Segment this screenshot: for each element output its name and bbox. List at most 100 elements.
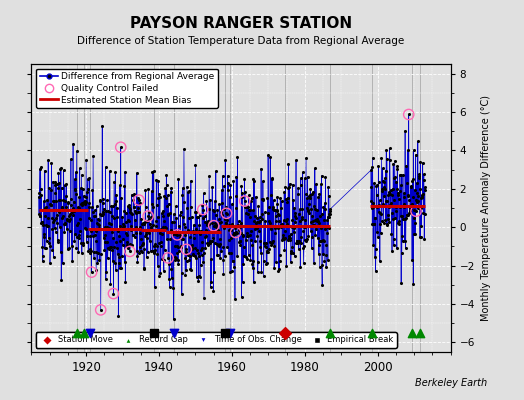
- Point: [319, 250, 328, 257]
- Point: [421, 184, 429, 190]
- Point: [279, 217, 288, 224]
- Point: [147, 214, 156, 220]
- Point: [90, 255, 98, 261]
- Point: [59, 197, 68, 204]
- Point: [315, 242, 323, 248]
- Point: [131, 217, 139, 224]
- Point: [406, 208, 414, 214]
- Point: [181, 249, 190, 256]
- Point: [235, 238, 244, 245]
- Point: [399, 194, 408, 200]
- Point: [110, 178, 118, 185]
- Point: [95, 211, 104, 217]
- Point: [38, 219, 46, 226]
- Point: [180, 146, 188, 152]
- Point: [140, 265, 148, 271]
- Point: [182, 246, 191, 252]
- Point: [244, 211, 252, 218]
- Point: [74, 248, 82, 255]
- Point: [278, 237, 286, 243]
- Point: [134, 195, 142, 201]
- Point: [149, 204, 157, 210]
- Point: [45, 235, 53, 242]
- Point: [111, 260, 119, 266]
- Point: [396, 204, 404, 210]
- Point: [400, 237, 409, 244]
- Point: [180, 199, 189, 205]
- Point: [215, 242, 224, 249]
- Point: [370, 215, 379, 221]
- Point: [90, 213, 99, 219]
- Point: [96, 197, 104, 203]
- Point: [269, 206, 277, 212]
- Point: [297, 182, 305, 188]
- Point: [137, 216, 146, 222]
- Point: [210, 222, 218, 229]
- Point: [246, 231, 254, 238]
- Point: [76, 228, 84, 234]
- Point: [382, 147, 390, 154]
- Point: [175, 223, 183, 230]
- Point: [163, 236, 171, 242]
- Point: [316, 213, 324, 219]
- Point: [51, 182, 60, 188]
- Point: [41, 205, 50, 211]
- Point: [78, 250, 86, 256]
- Point: [42, 204, 50, 210]
- Point: [308, 234, 316, 240]
- Point: [47, 187, 55, 193]
- Point: [312, 181, 320, 187]
- Point: [213, 206, 222, 213]
- Point: [181, 272, 189, 278]
- Point: [384, 216, 392, 222]
- Point: [177, 236, 185, 242]
- Point: [150, 284, 159, 290]
- Point: [76, 215, 84, 222]
- Point: [40, 231, 48, 238]
- Point: [217, 187, 226, 193]
- Point: [297, 175, 305, 181]
- Point: [295, 238, 303, 244]
- Point: [271, 225, 279, 232]
- Point: [385, 189, 393, 195]
- Point: [135, 224, 144, 230]
- Point: [264, 210, 272, 216]
- Point: [36, 213, 45, 220]
- Point: [212, 168, 220, 174]
- Point: [101, 164, 110, 170]
- Point: [144, 186, 152, 192]
- Point: [291, 210, 300, 216]
- Point: [178, 270, 187, 276]
- Point: [114, 251, 122, 257]
- Point: [377, 154, 386, 161]
- Point: [96, 307, 105, 313]
- Point: [299, 244, 308, 251]
- Point: [250, 178, 258, 184]
- Point: [193, 247, 202, 253]
- Point: [54, 185, 62, 191]
- Point: [258, 210, 266, 217]
- Point: [183, 229, 192, 236]
- Point: [97, 212, 105, 218]
- Point: [387, 230, 396, 237]
- Point: [146, 238, 154, 244]
- Point: [36, 164, 45, 171]
- Point: [74, 235, 83, 242]
- Point: [157, 227, 165, 233]
- Point: [105, 244, 114, 250]
- Point: [202, 198, 211, 204]
- Point: [409, 176, 417, 182]
- Point: [60, 228, 69, 235]
- Point: [80, 199, 88, 205]
- Point: [241, 198, 249, 204]
- Point: [189, 228, 197, 234]
- Point: [213, 241, 221, 248]
- Point: [379, 184, 388, 190]
- Point: [276, 257, 284, 264]
- Point: [205, 205, 214, 212]
- Point: [68, 209, 76, 215]
- Point: [81, 199, 90, 205]
- Point: [135, 197, 143, 203]
- Point: [146, 221, 154, 227]
- Point: [96, 198, 105, 204]
